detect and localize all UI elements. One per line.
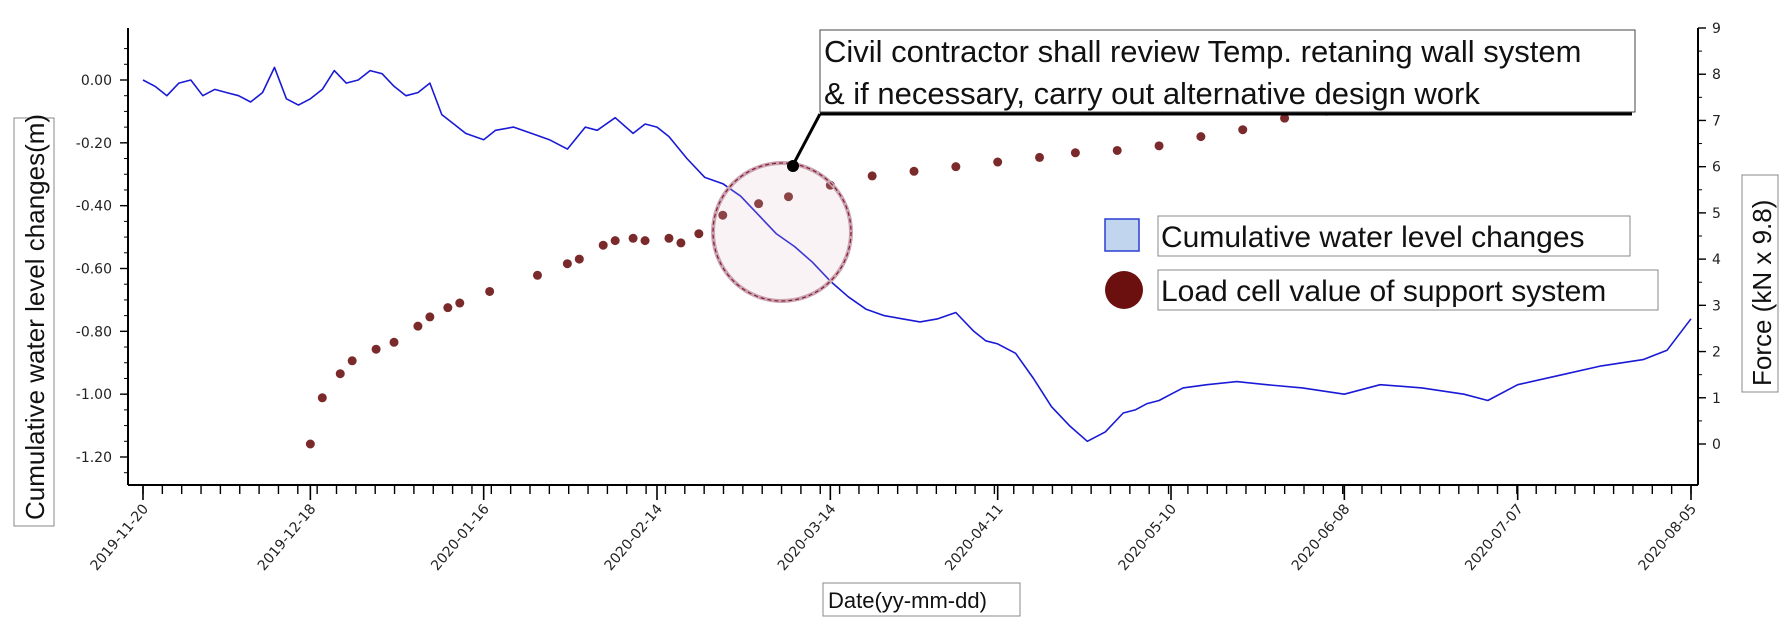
- load-cell-point: [718, 210, 728, 220]
- left-y-tick-label: -0.40: [76, 199, 112, 215]
- x-tick-label: 2019-12-18: [255, 501, 320, 574]
- series-line-cumulative-water-level: [142, 66, 1692, 443]
- load-cell-point: [1280, 113, 1290, 123]
- load-cell-point: [867, 171, 877, 181]
- load-cell-point: [317, 393, 327, 403]
- x-tick-label: 2020-08-05: [1636, 501, 1701, 574]
- load-cell-point: [1035, 152, 1045, 162]
- load-cell-point: [1196, 132, 1206, 142]
- right-y-tick-label: 6: [1712, 160, 1721, 176]
- left-axis-title-text: Cumulative water level changes(m): [20, 114, 50, 520]
- load-cell-point: [628, 233, 638, 243]
- x-tick-label: 2019-11-20: [88, 501, 153, 574]
- load-cell-point: [425, 312, 435, 322]
- load-cell-point: [598, 240, 608, 250]
- load-cell-point: [1070, 148, 1080, 158]
- x-tick-label: 2020-06-08: [1289, 501, 1354, 574]
- right-y-tick-label: 8: [1712, 67, 1721, 83]
- right-y-tick-label: 3: [1712, 298, 1721, 314]
- x-axis-title: Date(yy-mm-dd): [822, 582, 1021, 617]
- legend-label-box-load: [1157, 269, 1659, 311]
- right-y-tick-label: 1: [1712, 391, 1721, 407]
- x-tick-label: 2020-03-14: [775, 501, 840, 574]
- load-cell-point: [640, 236, 650, 246]
- left-y-tick-label: -0.20: [76, 136, 112, 152]
- right-y-tick-label: 0: [1712, 437, 1721, 453]
- load-cell-point: [676, 238, 686, 248]
- load-cell-point: [909, 166, 919, 176]
- load-cell-point: [1112, 145, 1122, 155]
- highlight-circle: [711, 161, 853, 303]
- left-axis-title: Cumulative water level changes(m): [13, 114, 55, 527]
- right-y-ticks: 0 1 2 3 4 5 6 7 8 9: [1698, 21, 1721, 453]
- left-y-tick-label: -1.00: [76, 387, 112, 403]
- left-y-ticks: 0.00 -0.20 -0.40 -0.60 -0.80 -1.00 -1.20: [76, 48, 128, 474]
- x-axis-title-text: Date(yy-mm-dd): [828, 588, 987, 613]
- annotation: Civil contractor shall review Temp. reta…: [787, 29, 1636, 172]
- x-tick-label: 2020-01-16: [428, 501, 493, 574]
- load-cell-point: [413, 321, 423, 331]
- left-y-tick-label: -1.20: [76, 450, 112, 466]
- x-major-ticks: [142, 485, 1692, 500]
- legend: Cumulative water level changes Load cell…: [1104, 215, 1659, 311]
- right-y-tick-label: 2: [1712, 345, 1721, 361]
- right-y-tick-label: 7: [1712, 113, 1721, 129]
- x-tick-label: 2020-05-10: [1116, 501, 1181, 574]
- left-y-tick-label: 0.00: [81, 73, 112, 89]
- right-y-tick-label: 9: [1712, 21, 1721, 37]
- load-cell-point: [1154, 141, 1164, 151]
- load-cell-point: [455, 298, 465, 308]
- load-cell-point: [664, 233, 674, 243]
- left-y-tick-label: -0.80: [76, 324, 112, 340]
- load-cell-point: [783, 192, 793, 202]
- annotation-line-1: Civil contractor shall review Temp. reta…: [824, 34, 1581, 69]
- load-cell-point: [532, 270, 542, 280]
- x-minor-ticks: [142, 485, 1692, 494]
- annotation-leader-dot: [787, 160, 799, 172]
- load-cell-point: [562, 259, 572, 269]
- legend-swatch-load: [1105, 271, 1143, 309]
- left-y-tick-label: -0.60: [76, 262, 112, 278]
- load-cell-point: [485, 286, 495, 296]
- legend-swatch-water: [1104, 218, 1140, 252]
- load-cell-point: [1238, 125, 1248, 135]
- load-cell-point: [694, 229, 704, 239]
- right-y-tick-label: 5: [1712, 206, 1721, 222]
- load-cell-point: [389, 337, 399, 347]
- load-cell-point: [574, 254, 584, 264]
- load-cell-point: [443, 303, 453, 313]
- load-cell-point: [610, 236, 620, 246]
- annotation-leader: [791, 113, 822, 166]
- legend-label-box-water: [1157, 215, 1631, 257]
- annotation-line-2: & if necessary, carry out alternative de…: [824, 76, 1480, 111]
- x-tick-label: 2020-07-07: [1462, 501, 1527, 574]
- load-cell-point: [371, 344, 381, 354]
- load-cell-point: [347, 356, 357, 366]
- legend-label-water: Cumulative water level changes: [1161, 221, 1585, 254]
- load-cell-point: [335, 369, 345, 379]
- right-axis-title-text: Force (kN x 9.8): [1747, 200, 1777, 386]
- right-y-tick-label: 4: [1712, 252, 1721, 268]
- x-tick-label: 2020-04-11: [942, 501, 1007, 574]
- legend-label-load: Load cell value of support system: [1161, 275, 1606, 308]
- load-cell-point: [993, 157, 1003, 167]
- load-cell-point: [754, 199, 764, 209]
- x-tick-label: 2020-02-14: [602, 501, 667, 574]
- x-tick-labels: 2019-11-20 2019-12-18 2020-01-16 2020-02-14…: [88, 501, 1701, 574]
- load-cell-point: [305, 439, 315, 449]
- right-axis-title: Force (kN x 9.8): [1741, 174, 1779, 393]
- load-cell-point: [951, 162, 961, 172]
- annotation-box: [819, 29, 1636, 113]
